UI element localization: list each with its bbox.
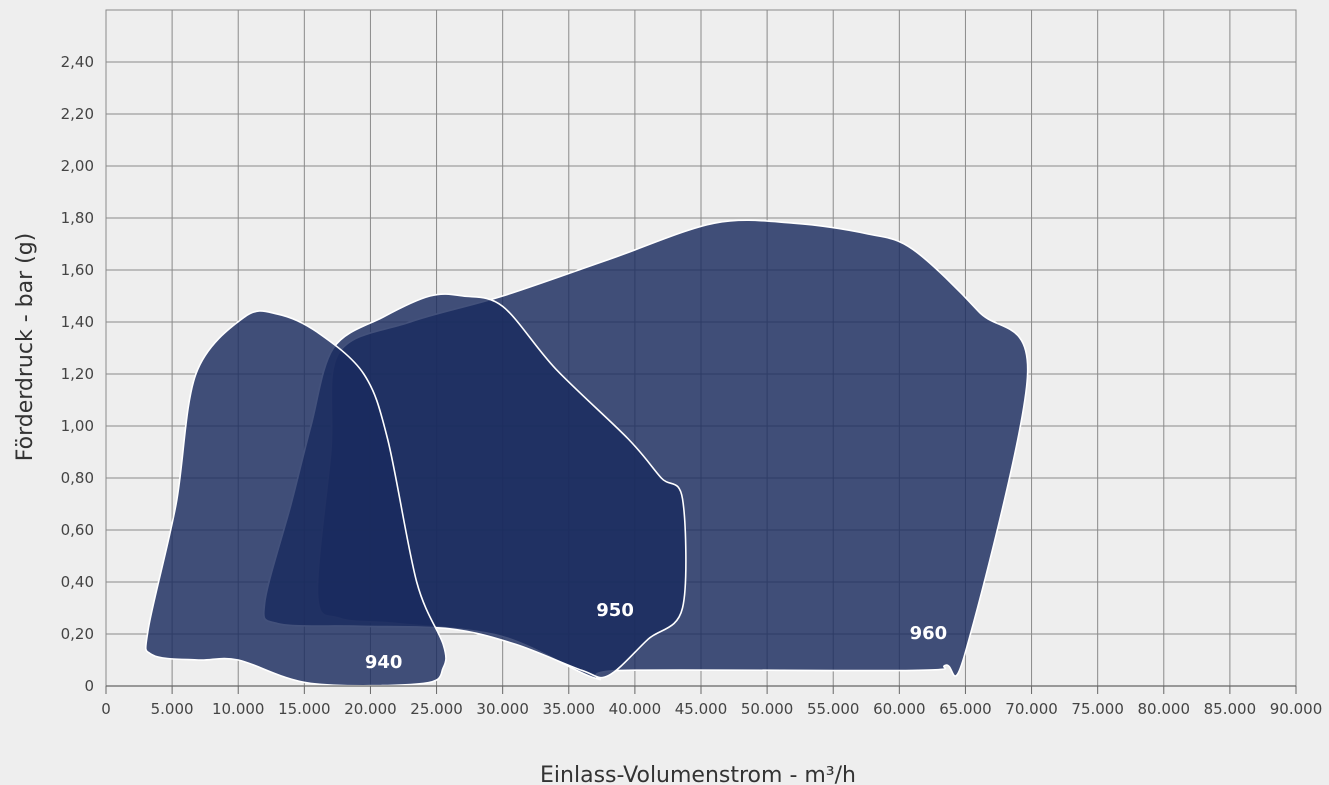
y-axis-title: Förderdruck - bar (g) [13, 233, 38, 461]
x-tick-label: 60.000 [873, 700, 926, 718]
x-tick-label: 30.000 [476, 700, 529, 718]
x-tick-label: 75.000 [1071, 700, 1124, 718]
y-tick-label: 0,20 [61, 625, 94, 643]
region-label-950: 950 [596, 600, 634, 621]
region-labels: 960 950 940 [365, 600, 947, 673]
y-tick-label: 1,80 [61, 209, 94, 227]
y-tick-label: 0 [84, 677, 94, 695]
region-940 [144, 310, 447, 687]
x-tick-label: 15.000 [278, 700, 331, 718]
x-tick-label: 70.000 [1005, 700, 1058, 718]
y-tick-label: 1,60 [61, 261, 94, 279]
x-tick-label: 55.000 [807, 700, 860, 718]
x-axis-title: Einlass-Volumenstrom - m³/h [540, 763, 856, 785]
operating-regions [144, 219, 1029, 687]
x-tick-label: 35.000 [543, 700, 596, 718]
x-tick-label: 25.000 [410, 700, 463, 718]
x-tick-label: 50.000 [741, 700, 794, 718]
x-tick-label: 20.000 [344, 700, 397, 718]
y-tick-label: 0,60 [61, 521, 94, 539]
region-label-940: 940 [365, 652, 403, 673]
region-label-960: 960 [910, 623, 948, 644]
y-tick-label: 1,00 [61, 417, 94, 435]
y-tick-label: 2,20 [61, 105, 94, 123]
x-tick-label: 0 [101, 700, 111, 718]
x-tick-label: 45.000 [675, 700, 728, 718]
chart-axes: 0 5.000 10.000 15.000 20.000 25.000 30.000 35.0… [61, 53, 1323, 718]
x-tick-label: 10.000 [212, 700, 265, 718]
x-tick-label: 90.000 [1270, 700, 1323, 718]
x-tick-label: 80.000 [1138, 700, 1191, 718]
y-tick-label: 0,40 [61, 573, 94, 591]
x-tick-label: 65.000 [939, 700, 992, 718]
x-tick-label: 40.000 [609, 700, 662, 718]
y-tick-label: 1,40 [61, 313, 94, 331]
y-tick-label: 2,00 [61, 157, 94, 175]
y-tick-label: 0,80 [61, 469, 94, 487]
x-tick-label: 5.000 [151, 700, 194, 718]
y-tick-label: 2,40 [61, 53, 94, 71]
x-tick-label: 85.000 [1204, 700, 1257, 718]
y-tick-label: 1,20 [61, 365, 94, 383]
